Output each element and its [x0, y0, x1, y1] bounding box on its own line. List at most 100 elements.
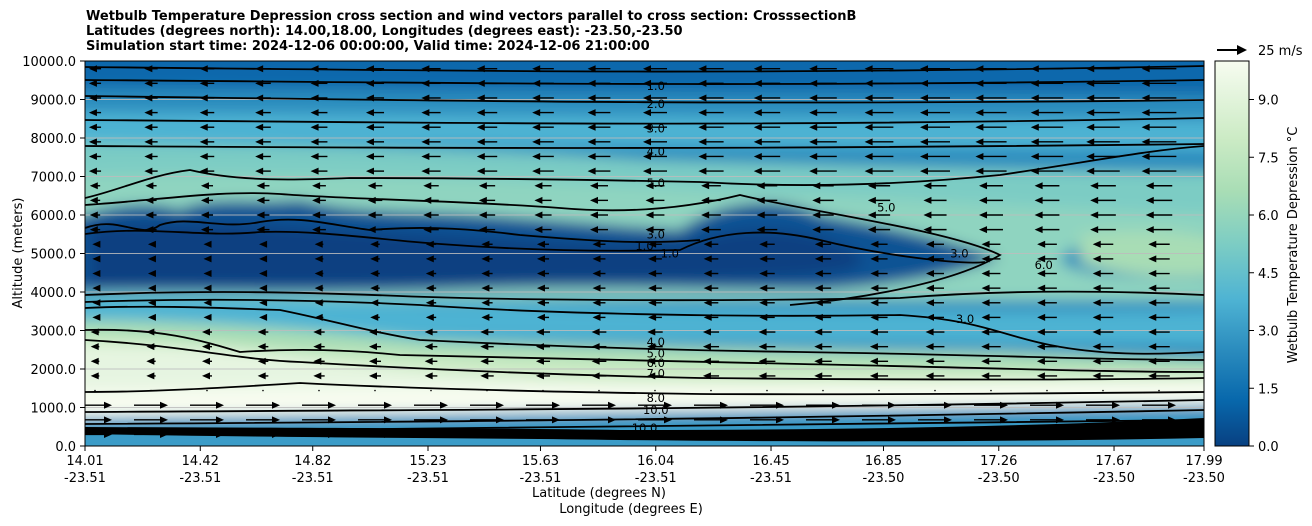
- wind-vector: [582, 430, 616, 438]
- wind-vector: [1037, 299, 1057, 307]
- wind-vector: [90, 372, 100, 380]
- wind-vector: [1092, 328, 1114, 336]
- wind-vector: [88, 109, 102, 117]
- wind-vector: [647, 357, 663, 365]
- wind-vector: [89, 196, 101, 204]
- x-axis: 14.01 -23.51 14.42 -23.51 14.82 -23.51 15.23 -2…: [64, 446, 1225, 486]
- wind-vector: [481, 313, 493, 321]
- wind-vector: [202, 343, 212, 351]
- wind-vector: [144, 79, 158, 87]
- wind-vector: [702, 357, 720, 365]
- wind-vector: [703, 284, 719, 292]
- wind-vector: [694, 430, 728, 438]
- wind-vector: [370, 270, 380, 278]
- wind-vector: [1086, 152, 1120, 160]
- wind-vector: [424, 357, 438, 365]
- wind-vector: [703, 299, 719, 307]
- wind-vector: [809, 123, 837, 131]
- wind-vector: [975, 65, 1007, 73]
- wind-vector: [703, 255, 719, 263]
- wind-vector: [256, 182, 270, 190]
- title-line-2: Latitudes (degrees north): 14.00,18.00, …: [86, 24, 683, 39]
- wind-vector: [1090, 182, 1116, 190]
- wind-vector: [88, 123, 102, 131]
- wind-vector: [1030, 401, 1064, 409]
- wind-vector: [809, 65, 837, 73]
- wind-vector: [1086, 123, 1120, 131]
- wind-vector: [367, 196, 383, 204]
- wind-vector: [532, 94, 554, 102]
- wind-vector: [313, 328, 325, 336]
- wind-vector: [246, 430, 280, 438]
- wind-vector: [809, 109, 837, 117]
- wind-vector: [90, 343, 100, 351]
- wind-vector: [255, 138, 271, 146]
- wind-vector: [920, 109, 950, 117]
- wind-vector: [870, 284, 888, 292]
- wind-vector: [1037, 270, 1057, 278]
- wind-vector: [1086, 65, 1120, 73]
- wind-vector: [925, 284, 945, 292]
- wind-vector: [814, 284, 832, 292]
- wind-vector: [864, 65, 894, 73]
- wind-vector: [203, 284, 212, 292]
- wind-vector: [1030, 65, 1064, 73]
- wind-vector: [314, 299, 324, 307]
- wind-vector: [421, 167, 441, 175]
- wind-vector: [1141, 152, 1177, 160]
- wind-vector: [587, 167, 611, 175]
- wind-vector: [862, 430, 896, 438]
- wind-vector: [1148, 255, 1170, 263]
- wind-vector: [536, 299, 550, 307]
- contour-lines: [85, 65, 1204, 433]
- wind-vector: [144, 152, 158, 160]
- wind-vector: [1145, 182, 1173, 190]
- wind-vector: [202, 357, 212, 365]
- wind-vector: [255, 109, 271, 117]
- wind-vector: [200, 196, 214, 204]
- wind-vector: [648, 270, 662, 278]
- wind-vector: [1092, 313, 1114, 321]
- wind-vector: [869, 343, 889, 351]
- wind-vector: [645, 182, 665, 190]
- y-tick-label: 7000.0: [31, 171, 77, 186]
- wind-vector: [592, 299, 606, 307]
- wind-vector: [259, 255, 268, 263]
- wind-vector: [542, 389, 544, 392]
- wind-vector: [1092, 357, 1114, 365]
- wind-vector: [144, 109, 158, 117]
- wind-vector: [199, 65, 215, 73]
- wind-vector: [1148, 299, 1170, 307]
- wind-vector: [190, 416, 224, 424]
- wind-vector: [1148, 313, 1170, 321]
- contour-label: 1.0: [661, 247, 679, 261]
- wind-vector: [1148, 343, 1170, 351]
- wind-vector: [190, 401, 224, 409]
- wind-vector: [147, 240, 156, 248]
- wind-vector: [753, 79, 781, 87]
- wind-vector: [302, 401, 336, 409]
- wind-vector: [698, 94, 724, 102]
- wind-vector: [481, 255, 493, 263]
- wind-vector: [257, 357, 269, 365]
- wind-vector: [975, 79, 1007, 87]
- wind-vector: [259, 313, 268, 321]
- wind-vector: [314, 270, 324, 278]
- contour-line: [85, 95, 1204, 104]
- wind-vector: [1034, 211, 1060, 219]
- wind-vector: [358, 416, 392, 424]
- wind-vector: [424, 372, 438, 380]
- wind-vector: [89, 211, 101, 219]
- x-tick-label-lon: -23.51: [292, 471, 334, 486]
- wind-vector: [144, 94, 158, 102]
- wind-vector: [374, 389, 376, 392]
- wind-vector: [146, 357, 156, 365]
- x-tick-label-lon: -23.50: [978, 471, 1020, 486]
- wind-vector: [975, 109, 1007, 117]
- wind-vector: [1090, 226, 1116, 234]
- wind-vector: [476, 152, 498, 160]
- wind-vector: [753, 109, 781, 117]
- contour-line: [85, 305, 1204, 361]
- wind-vector: [920, 152, 950, 160]
- title-line-1: Wetbulb Temperature Depression cross sec…: [86, 9, 857, 24]
